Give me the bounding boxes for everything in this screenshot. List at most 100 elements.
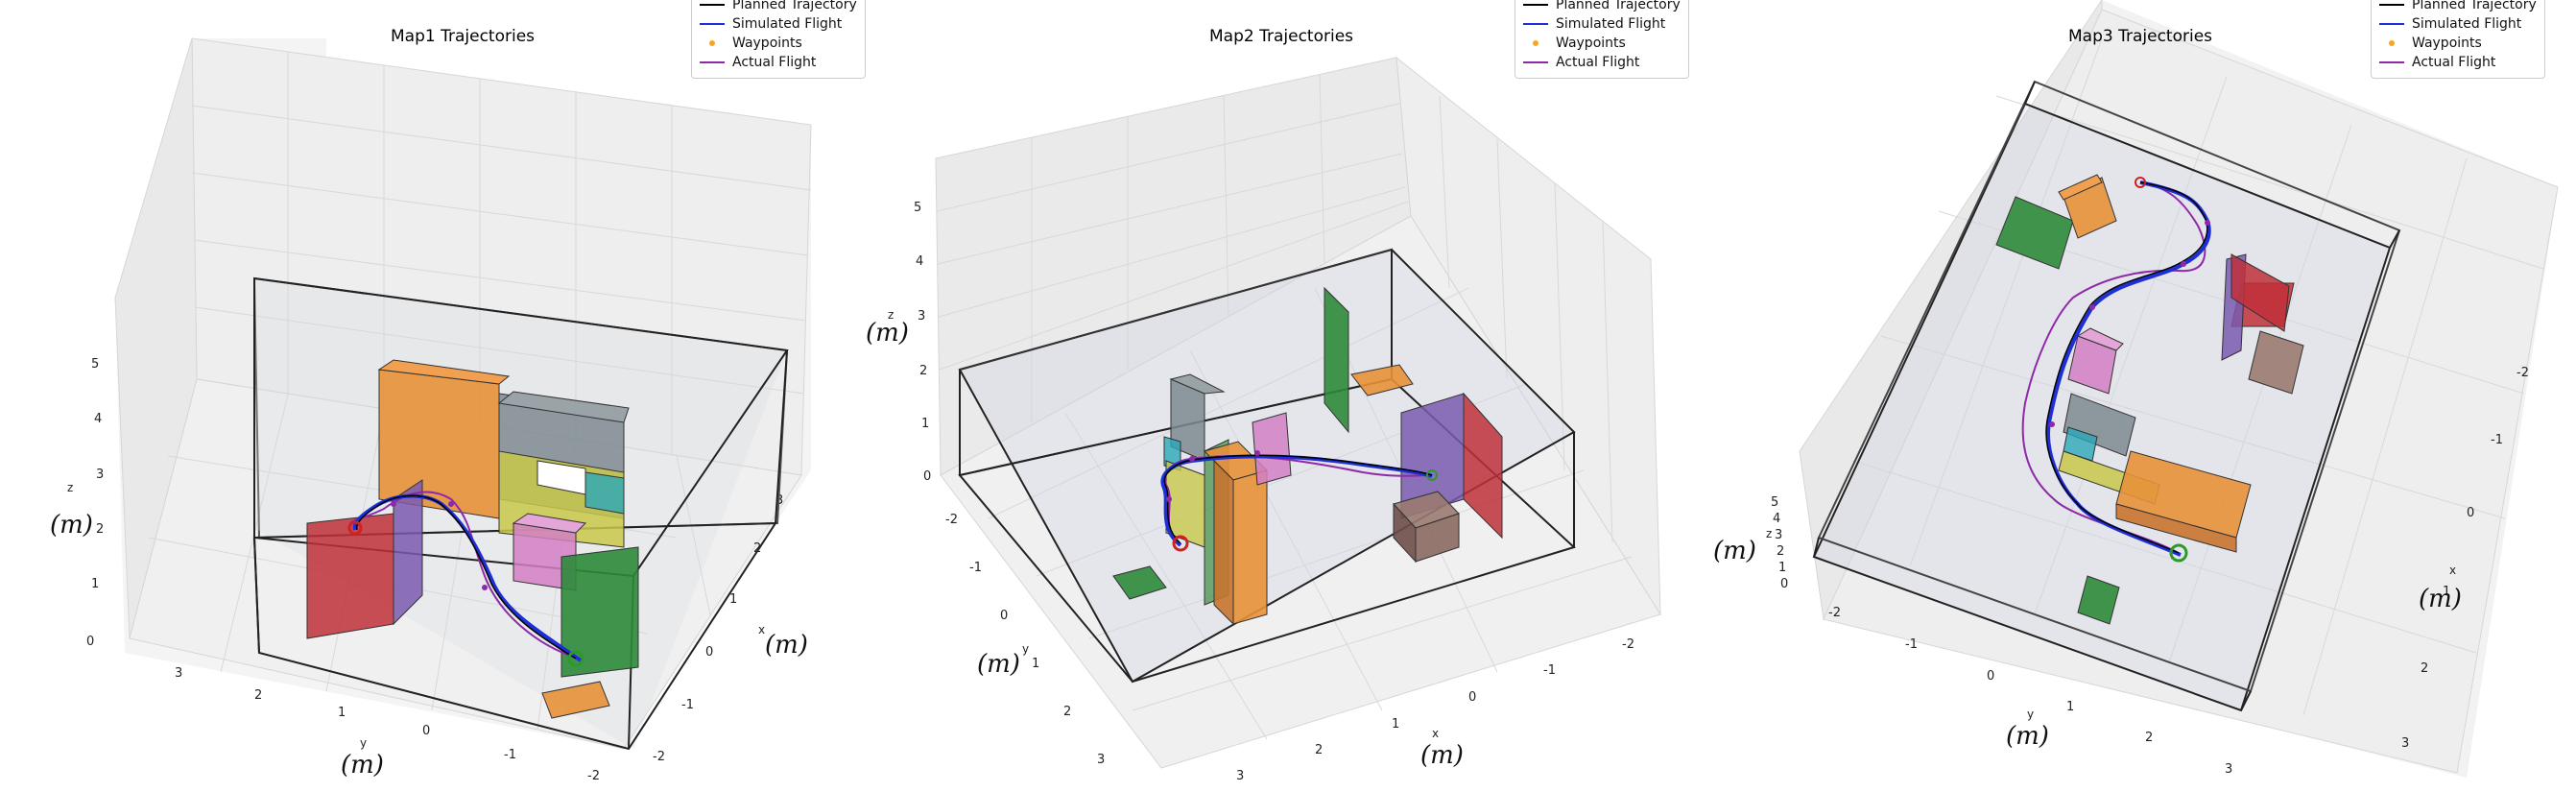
- waypoint: [2089, 304, 2095, 310]
- x-tick: 3: [2401, 736, 2409, 751]
- y-tick: -1: [1905, 637, 1918, 652]
- map3-x-ticks: -2 -1 0 1 2 3 x: [2401, 366, 2529, 751]
- map1-title: Map1 Trajectories: [390, 27, 536, 46]
- z-tick: 2: [96, 522, 104, 537]
- legend-label: Waypoints: [2412, 36, 2482, 51]
- map3-title: Map3 Trajectories: [2067, 27, 2213, 46]
- legend-label: Waypoints: [1556, 36, 1626, 51]
- start-marker: [567, 650, 584, 667]
- map1-panel: 0 1 2 3 4 5 z 3 2 1 0 -1 -2 y -2 -1 0 1 …: [0, 0, 866, 792]
- z-tick: 0: [923, 469, 931, 484]
- z-tick: 5: [1771, 495, 1778, 510]
- map3-y-ticks: -2 -1 0 1 2 3 y: [1828, 606, 2232, 777]
- legend-item-simulated: Simulated Flight: [2379, 14, 2521, 34]
- y-tick: -2: [1828, 606, 1841, 620]
- unit-annotation: (m): [1420, 741, 1464, 770]
- start-marker: [1172, 535, 1189, 552]
- x-tick: -2: [2516, 366, 2529, 380]
- waypoint: [1166, 496, 1172, 502]
- map1-y-ticks: 3 2 1 0 -1 -2 y: [175, 666, 600, 783]
- waypoint: [1189, 456, 1195, 462]
- y-tick: 1: [1032, 657, 1039, 671]
- x-tick: -1: [1543, 663, 1556, 678]
- x-axis-label: x: [1432, 727, 1439, 740]
- y-tick: -2: [945, 513, 958, 527]
- map1-trajectories: [347, 491, 584, 667]
- map3-trajectories: [2021, 177, 2211, 563]
- y-tick: 2: [2145, 731, 2153, 745]
- map2-obstacles: [1112, 286, 1503, 626]
- x-tick: 3: [1236, 769, 1244, 783]
- legend-item-waypoints: Waypoints: [1523, 34, 1626, 53]
- legend-label: Actual Flight: [732, 55, 817, 70]
- waypoint: [2205, 220, 2210, 226]
- map3-legend: Planned Trajectory Simulated Flight Wayp…: [2371, 0, 2545, 79]
- z-tick: 4: [1773, 512, 1780, 526]
- y-axis-label: y: [360, 736, 367, 750]
- legend-label: Planned Trajectory: [1556, 0, 1681, 12]
- x-tick: -1: [681, 698, 694, 712]
- planned-trajectory-line: [1163, 454, 1433, 544]
- x-axis-label: x: [758, 623, 765, 636]
- map2-panel: 0 1 2 3 4 5 z -2 -1 0 1 2 3 y 3 2 1 0 -1…: [845, 0, 1689, 792]
- legend-item-actual: Actual Flight: [1523, 53, 1639, 72]
- waypoint: [448, 501, 454, 507]
- z-tick: 3: [1775, 528, 1782, 542]
- unit-annotation: (m): [1713, 537, 1756, 565]
- legend-label: Simulated Flight: [2412, 16, 2522, 32]
- y-tick: 0: [1987, 669, 1994, 684]
- legend-item-waypoints: Waypoints: [700, 34, 802, 53]
- waypoint: [391, 501, 396, 507]
- x-tick: 2: [2421, 661, 2428, 676]
- map1-z-ticks: 0 1 2 3 4 5 z: [67, 357, 104, 649]
- actual-flight-line: [2021, 181, 2206, 553]
- x-tick: 0: [1468, 690, 1476, 705]
- map2-plot: 0 1 2 3 4 5 z -2 -1 0 1 2 3 y 3 2 1 0 -1…: [866, 56, 1661, 783]
- z-tick: 1: [1778, 561, 1786, 575]
- map2-x-ticks: 3 2 1 0 -1 -2 x: [1236, 637, 1634, 783]
- legend-label: Planned Trajectory: [2412, 0, 2537, 12]
- y-tick: 2: [254, 688, 262, 703]
- legend-item-waypoints: Waypoints: [2379, 34, 2482, 53]
- unit-annotation: (m): [866, 319, 909, 348]
- legend-label: Actual Flight: [1556, 55, 1640, 70]
- legend-label: Waypoints: [732, 36, 802, 51]
- y-tick: -1: [969, 561, 982, 575]
- map2-trajectories: [1160, 450, 1438, 552]
- legend-item-simulated: Simulated Flight: [700, 14, 842, 34]
- x-tick: -2: [1622, 637, 1634, 652]
- z-tick: 5: [91, 357, 99, 372]
- actual-flight-line: [349, 491, 577, 659]
- z-tick: 2: [1777, 544, 1784, 559]
- legend-label: Planned Trajectory: [732, 0, 857, 12]
- x-tick: 2: [753, 541, 761, 556]
- goal-marker: [1426, 469, 1438, 481]
- x-tick: -2: [653, 750, 665, 764]
- z-tick: 3: [918, 309, 925, 324]
- legend-item-simulated: Simulated Flight: [1523, 14, 1665, 34]
- z-tick: 0: [1780, 577, 1788, 591]
- legend-label: Actual Flight: [2412, 55, 2496, 70]
- y-tick: 3: [1097, 753, 1105, 767]
- z-tick: 2: [919, 364, 927, 378]
- z-tick: 5: [914, 201, 921, 215]
- y-tick: 1: [338, 706, 346, 720]
- x-axis-label: x: [2449, 564, 2456, 577]
- legend-item-planned: Planned Trajectory: [1523, 0, 1681, 14]
- unit-annotation: (m): [2006, 722, 2049, 751]
- simulated-flight-line: [1160, 454, 1433, 547]
- z-axis-label: z: [888, 308, 894, 322]
- map3-plot: 0 1 2 3 4 5 z -2 -1 0 1 2 3 y -2 -1 0 1 …: [1713, 0, 2559, 778]
- y-tick: 0: [1000, 609, 1008, 623]
- z-axis-label: z: [67, 481, 73, 494]
- y-tick: -2: [587, 769, 600, 783]
- x-tick: 2: [1315, 743, 1323, 757]
- map1-legend: Planned Trajectory Simulated Flight Wayp…: [691, 0, 866, 79]
- y-tick: 0: [422, 724, 430, 738]
- y-tick: 3: [2225, 762, 2232, 777]
- legend-item-planned: Planned Trajectory: [2379, 0, 2537, 14]
- z-tick: 3: [96, 468, 104, 482]
- x-tick: -1: [2491, 433, 2503, 447]
- goal-marker: [2135, 177, 2146, 188]
- x-tick: 1: [729, 592, 737, 607]
